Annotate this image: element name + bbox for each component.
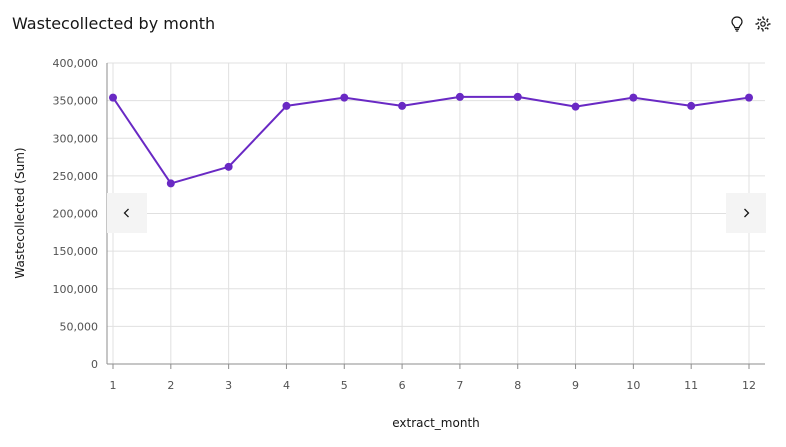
settings-icon[interactable] bbox=[754, 14, 772, 34]
chevron-left-icon bbox=[123, 208, 129, 218]
x-axis-title: extract_month bbox=[392, 416, 480, 430]
x-tick-label: 12 bbox=[742, 379, 756, 392]
data-point bbox=[109, 93, 117, 102]
chevron-right-icon bbox=[744, 208, 750, 218]
y-tick-label: 200,000 bbox=[53, 208, 99, 221]
x-tick-label: 1 bbox=[110, 379, 117, 392]
data-point bbox=[455, 92, 464, 101]
data-point bbox=[629, 93, 638, 102]
y-tick-label: 100,000 bbox=[53, 283, 99, 296]
next-button[interactable] bbox=[726, 193, 766, 233]
series bbox=[109, 92, 753, 188]
data-point bbox=[398, 101, 407, 110]
data-point bbox=[340, 93, 349, 102]
data-point bbox=[166, 179, 175, 188]
x-tick-label: 10 bbox=[626, 379, 640, 392]
y-axis-title: Wastecollected (Sum) bbox=[13, 147, 27, 279]
x-tick-label: 8 bbox=[514, 379, 521, 392]
x-tick-label: 4 bbox=[283, 379, 290, 392]
data-point bbox=[687, 101, 696, 110]
x-tick-label: 9 bbox=[572, 379, 579, 392]
x-tick-label: 2 bbox=[167, 379, 174, 392]
y-tick-label: 350,000 bbox=[53, 95, 99, 108]
data-point bbox=[282, 101, 291, 110]
chart-title: Wastecollected by month bbox=[12, 14, 216, 33]
data-point bbox=[513, 92, 522, 101]
y-tick-label: 400,000 bbox=[53, 57, 99, 70]
data-point bbox=[224, 162, 233, 171]
x-tick-label: 3 bbox=[225, 379, 232, 392]
chart-toolbar bbox=[728, 14, 772, 34]
lightbulb-icon[interactable] bbox=[728, 14, 746, 34]
x-tick-label: 7 bbox=[456, 379, 463, 392]
axes bbox=[106, 63, 765, 369]
x-tick-label: 5 bbox=[341, 379, 348, 392]
data-point bbox=[745, 93, 753, 102]
y-tick-label: 150,000 bbox=[53, 245, 99, 258]
previous-button[interactable] bbox=[107, 193, 147, 233]
y-tick-label: 300,000 bbox=[53, 132, 99, 145]
data-point bbox=[571, 102, 580, 111]
y-tick-label: 0 bbox=[91, 358, 98, 371]
tick-labels: 0 50,000 100,000 150,000 200,000 250,000 300,0… bbox=[53, 57, 757, 392]
grid bbox=[107, 62, 765, 364]
x-tick-label: 6 bbox=[399, 379, 406, 392]
y-tick-label: 250,000 bbox=[53, 170, 99, 183]
x-tick-label: 11 bbox=[684, 379, 698, 392]
y-tick-label: 50,000 bbox=[60, 320, 99, 333]
series-line bbox=[112, 95, 750, 185]
